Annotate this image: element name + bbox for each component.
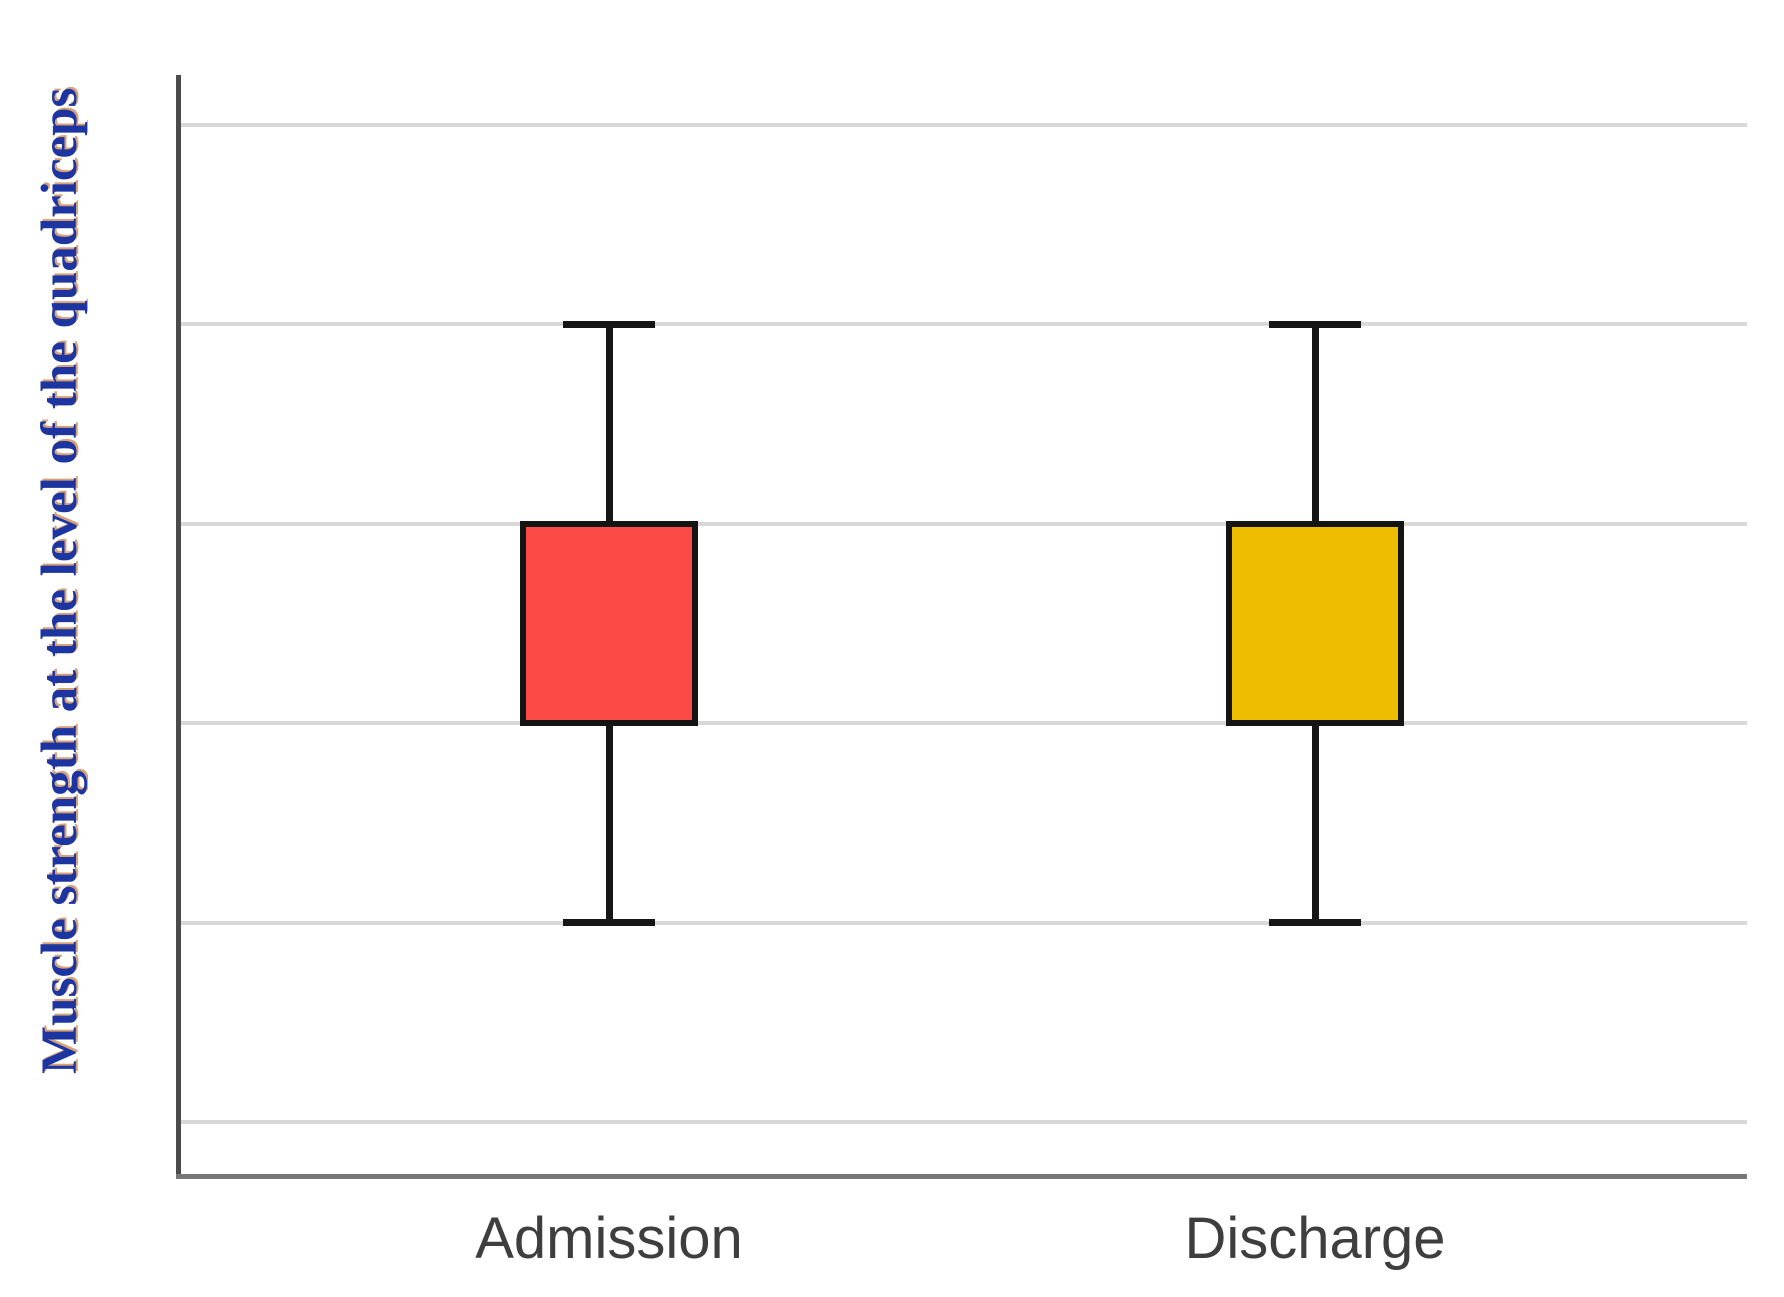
lower-whisker-line — [605, 723, 613, 923]
gridline — [179, 920, 1747, 925]
x-tick-label-admission: Admission — [475, 1206, 743, 1271]
gridline — [179, 721, 1747, 726]
upper-whisker-line — [1311, 324, 1319, 524]
gridline — [179, 123, 1747, 127]
box-discharge — [1226, 520, 1404, 727]
box-admission — [520, 520, 698, 727]
x-tick-label-discharge: Discharge — [1184, 1206, 1446, 1271]
y-axis-label: Muscle strength at the level of the quad… — [32, 87, 88, 1075]
upper-whisker-cap — [563, 320, 655, 328]
upper-whisker-cap — [1269, 320, 1361, 328]
x-axis-line — [176, 1174, 1747, 1179]
lower-whisker-cap — [563, 919, 655, 927]
lower-whisker-cap — [1269, 919, 1361, 927]
gridline — [179, 521, 1747, 526]
upper-whisker-line — [605, 324, 613, 524]
gridline — [179, 322, 1747, 327]
lower-whisker-line — [1311, 723, 1319, 923]
y-axis-line — [176, 75, 181, 1179]
gridline — [179, 1120, 1747, 1124]
